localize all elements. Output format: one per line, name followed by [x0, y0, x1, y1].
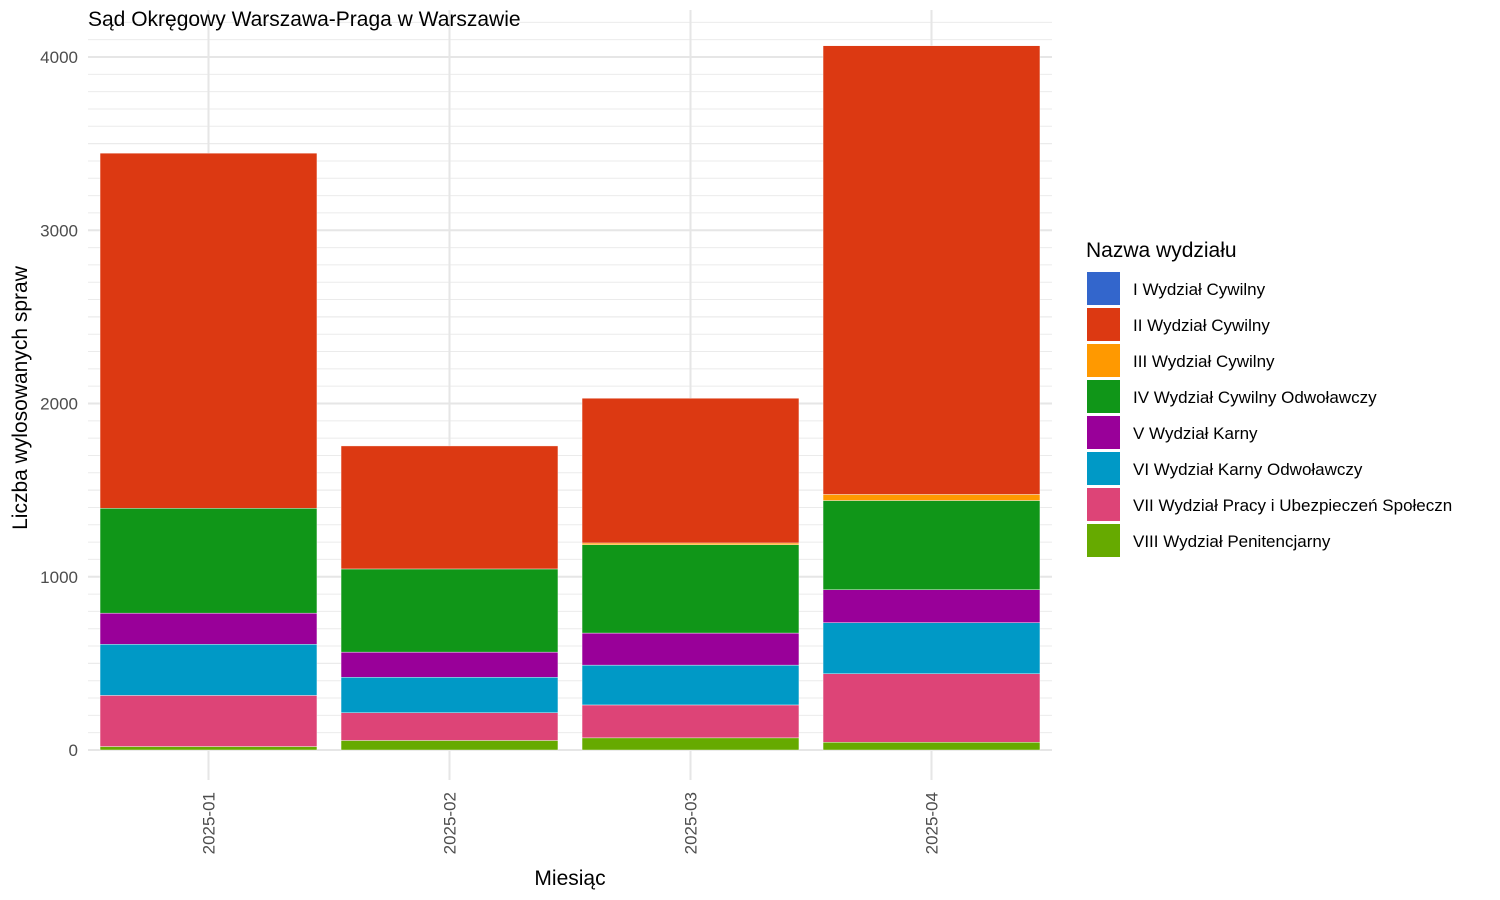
bar-segment	[581, 664, 800, 706]
bar-segment	[581, 632, 800, 666]
bar-segment	[822, 622, 1041, 674]
legend-label: III Wydział Cywilny	[1133, 352, 1275, 371]
y-tick-label: 1000	[40, 568, 78, 587]
bar-segment	[99, 695, 318, 747]
bar-segment	[340, 677, 559, 713]
legend-title: Nazwa wydziału	[1086, 239, 1237, 262]
bar-segment	[822, 494, 1041, 501]
legend-label: VI Wydział Karny Odwoławczy	[1133, 460, 1363, 479]
legend-swatch	[1087, 452, 1120, 485]
x-tick-label: 2025-04	[923, 792, 942, 854]
bar-segment	[822, 500, 1041, 590]
legend-label: II Wydział Cywilny	[1133, 316, 1270, 335]
bar-segment	[99, 152, 318, 509]
x-tick-label: 2025-02	[441, 792, 460, 854]
chart-title: Sąd Okręgowy Warszawa-Praga w Warszawie	[88, 8, 521, 31]
bar-segment	[340, 568, 559, 653]
legend-swatch	[1087, 488, 1120, 521]
legend: Nazwa wydziału I Wydział Cywilny II Wydzi…	[1086, 239, 1452, 557]
x-axis-title: Miesiąc	[534, 867, 605, 890]
legend-label: IV Wydział Cywilny Odwoławczy	[1133, 388, 1377, 407]
x-tick-label: 2025-03	[682, 792, 701, 854]
bar-segment	[581, 398, 800, 544]
y-tick-label: 0	[69, 741, 78, 760]
bars	[99, 45, 1041, 751]
bar-segment	[581, 544, 800, 634]
legend-swatch	[1087, 308, 1120, 341]
bar-segment	[581, 542, 800, 545]
bar-segment	[340, 651, 559, 678]
legend-label: V Wydział Karny	[1133, 424, 1258, 443]
y-tick-label: 4000	[40, 48, 78, 67]
bar-segment	[822, 589, 1041, 623]
legend-label: VII Wydział Pracy i Ubezpieczeń Społeczn	[1133, 496, 1452, 515]
bar-segment	[340, 740, 559, 751]
bar-segment	[581, 704, 800, 739]
bar-segment	[99, 746, 318, 751]
bar-segment	[340, 712, 559, 741]
legend-swatch	[1087, 344, 1120, 377]
legend-label: VIII Wydział Penitencjarny	[1133, 532, 1331, 551]
bar-segment	[822, 742, 1041, 751]
bar-segment	[822, 673, 1041, 743]
bar-segment	[581, 737, 800, 751]
bar-segment	[99, 508, 318, 614]
axes: 0 1000 2000 3000 4000 2025-01 2025-02 2025-03 20…	[40, 48, 941, 854]
y-axis-title: Liczba wylosowanych spraw	[9, 265, 32, 530]
y-tick-label: 2000	[40, 395, 78, 414]
legend-label: I Wydział Cywilny	[1133, 280, 1266, 299]
bar-segment	[822, 45, 1041, 495]
legend-swatch	[1087, 380, 1120, 413]
bar-segment	[99, 612, 318, 645]
bar-segment	[340, 445, 559, 570]
legend-swatch	[1087, 272, 1120, 305]
y-tick-label: 3000	[40, 221, 78, 240]
legend-swatch	[1087, 524, 1120, 557]
bar-segment	[99, 644, 318, 696]
x-tick-label: 2025-01	[200, 792, 219, 854]
legend-swatch	[1087, 416, 1120, 449]
